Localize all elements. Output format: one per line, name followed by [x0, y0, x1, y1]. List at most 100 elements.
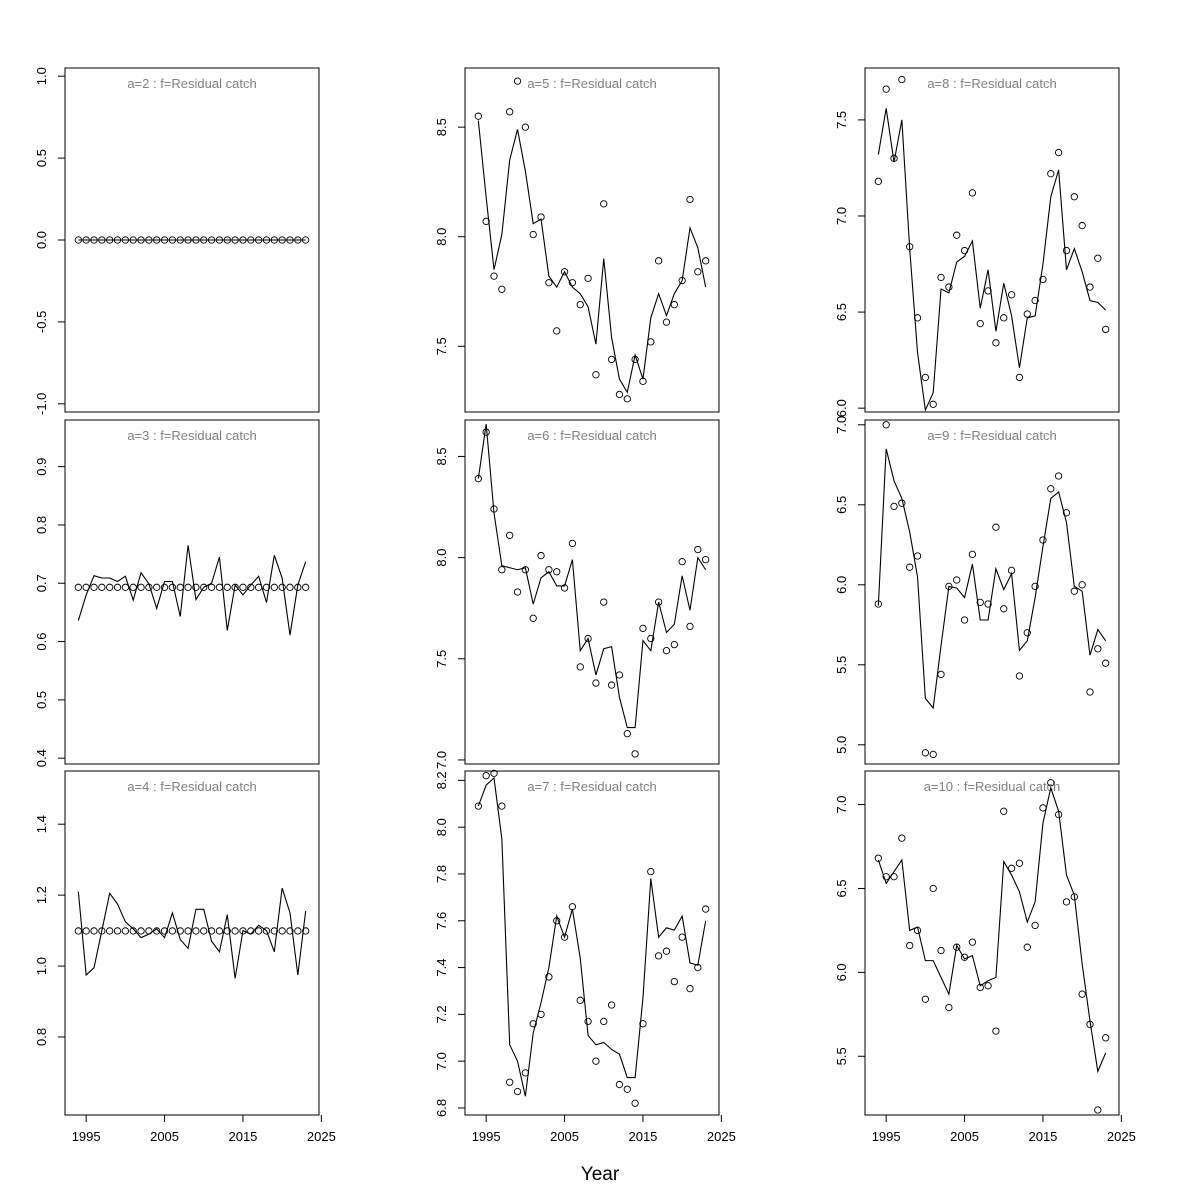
- data-point: [137, 927, 145, 935]
- data-point: [662, 647, 671, 655]
- data-point: [913, 314, 922, 322]
- series-line: [77, 545, 307, 636]
- y-tick-label: 1.0: [34, 67, 49, 85]
- panel-frame: [64, 770, 320, 1116]
- data-point: [207, 583, 216, 591]
- data-point: [529, 230, 537, 239]
- data-point: [1094, 645, 1102, 653]
- data-point: [623, 729, 631, 738]
- data-point: [545, 279, 553, 287]
- data-point: [1000, 314, 1008, 322]
- data-point: [1039, 536, 1047, 544]
- x-tick-label: 2015: [1028, 1129, 1057, 1144]
- data-point: [898, 834, 906, 842]
- data-point: [1070, 893, 1078, 901]
- data-point: [294, 583, 302, 591]
- data-point: [1047, 170, 1055, 178]
- y-tick-label: 6.5: [834, 303, 849, 321]
- data-point: [568, 279, 577, 287]
- data-point: [906, 563, 914, 571]
- data-point: [231, 236, 239, 244]
- data-point: [945, 582, 953, 591]
- series-line: [877, 108, 1107, 413]
- data-point: [1102, 659, 1110, 667]
- data-point: [302, 583, 310, 591]
- data-point: [74, 236, 82, 244]
- data-point: [239, 927, 247, 935]
- data-point: [921, 373, 930, 382]
- y-tick-label: 6.0: [834, 576, 849, 594]
- data-point: [976, 983, 984, 992]
- data-point: [513, 588, 522, 596]
- data-point: [568, 539, 577, 548]
- panel-title: a=5 : f=Residual catch: [527, 76, 656, 91]
- data-point: [1047, 779, 1055, 787]
- data-point: [1094, 254, 1102, 262]
- data-point: [694, 545, 702, 554]
- data-point: [82, 583, 90, 591]
- data-point: [506, 1078, 514, 1086]
- y-tick-label: 7.0: [834, 796, 849, 814]
- data-point: [254, 927, 263, 935]
- data-point: [882, 421, 890, 429]
- panel-frame: [864, 67, 1120, 413]
- panel-title: a=7 : f=Residual catch: [527, 779, 656, 794]
- data-point: [121, 236, 130, 244]
- data-point: [584, 274, 592, 282]
- data-point: [1086, 283, 1094, 291]
- data-point: [898, 75, 906, 84]
- data-point: [1094, 1106, 1102, 1114]
- data-point: [1062, 898, 1071, 906]
- data-point: [1070, 193, 1078, 201]
- data-point: [153, 236, 161, 244]
- data-point: [239, 583, 247, 591]
- data-point: [702, 905, 710, 913]
- data-point: [1023, 629, 1031, 637]
- y-tick-label: 8.5: [434, 447, 449, 465]
- data-point: [945, 1003, 953, 1012]
- y-tick-label: 7.2: [434, 1005, 449, 1023]
- data-point: [1078, 221, 1086, 230]
- data-point: [1102, 325, 1110, 334]
- data-point: [584, 1017, 592, 1026]
- panel: 6.0 6.5 7.0 7.5 a=8 : f=Residual catch: [834, 67, 1120, 417]
- data-point: [207, 927, 216, 935]
- data-point: [490, 769, 498, 777]
- data-point: [615, 390, 624, 399]
- data-point: [678, 276, 686, 285]
- panel-frame: [864, 419, 1120, 765]
- data-point: [960, 953, 969, 961]
- data-point: [98, 583, 106, 591]
- y-tick-label: 5.5: [834, 656, 849, 674]
- data-point: [176, 236, 184, 244]
- data-point: [278, 583, 286, 591]
- data-point: [647, 338, 655, 346]
- data-point: [1015, 859, 1024, 867]
- data-point: [1086, 688, 1094, 696]
- data-point: [921, 995, 930, 1003]
- data-point: [639, 624, 647, 633]
- data-point: [686, 984, 694, 993]
- data-point: [592, 371, 600, 379]
- data-point: [121, 927, 130, 935]
- data-point: [270, 927, 278, 935]
- data-point: [176, 927, 184, 935]
- y-tick-label: 1.2: [34, 886, 49, 904]
- data-point: [192, 927, 200, 935]
- y-tick-label: 7.5: [434, 650, 449, 668]
- panel-title: a=2 : f=Residual catch: [127, 76, 256, 91]
- data-point: [160, 927, 169, 935]
- data-point: [1015, 672, 1024, 680]
- data-point: [607, 355, 616, 364]
- data-point: [215, 236, 224, 244]
- data-point: [474, 802, 482, 810]
- data-point: [474, 112, 482, 120]
- data-point: [929, 884, 937, 893]
- series-line: [477, 120, 707, 394]
- data-point: [145, 927, 153, 935]
- data-point: [600, 598, 608, 606]
- data-point: [498, 285, 506, 293]
- data-point: [984, 287, 992, 295]
